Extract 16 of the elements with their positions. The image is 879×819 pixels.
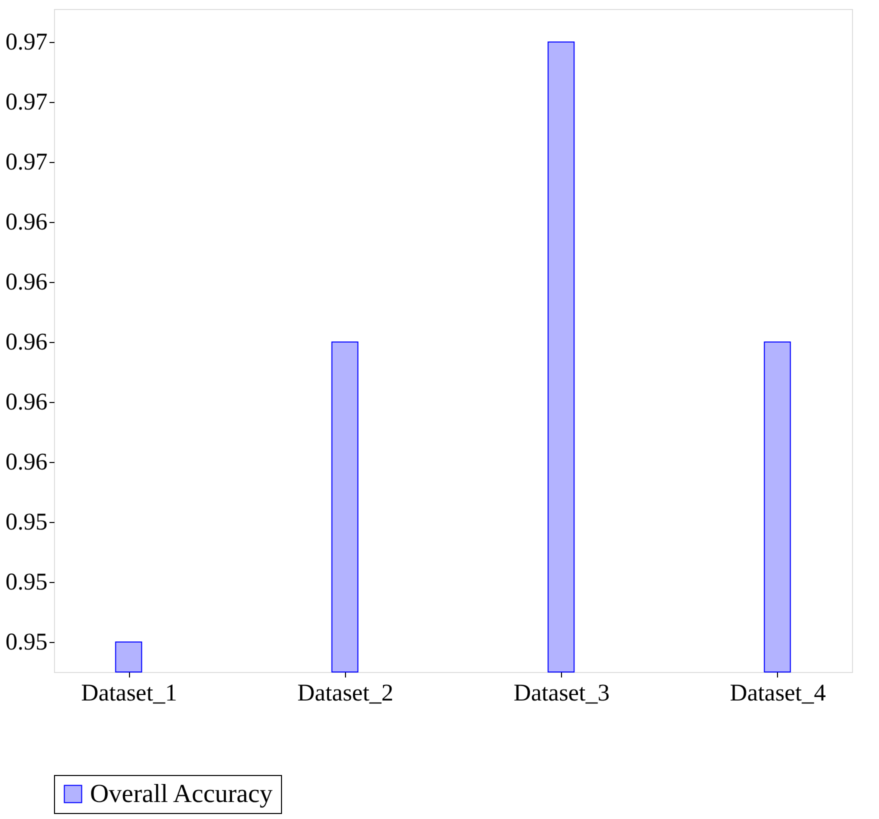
x-tick-label: Dataset_4 (730, 680, 826, 706)
y-tick-label: 0.96 (6, 270, 48, 296)
y-tick-label: 0.96 (6, 330, 48, 356)
y-tick-label: 0.97 (6, 90, 48, 116)
x-tick-label: Dataset_1 (81, 680, 178, 706)
x-tick-label: Dataset_3 (514, 680, 610, 706)
y-tick-label: 0.96 (6, 450, 48, 476)
legend-label: Overall Accuracy (90, 779, 273, 808)
y-tick-label: 0.96 (6, 210, 48, 236)
y-tick-label: 0.95 (6, 570, 48, 596)
y-tick-label: 0.97 (6, 30, 48, 56)
y-tick-label: 0.97 (6, 150, 48, 176)
y-tick-label: 0.95 (6, 510, 48, 536)
y-tick-label: 0.95 (6, 630, 48, 656)
y-tick-label: 0.96 (6, 390, 48, 416)
x-tick-label: Dataset_2 (297, 680, 394, 706)
